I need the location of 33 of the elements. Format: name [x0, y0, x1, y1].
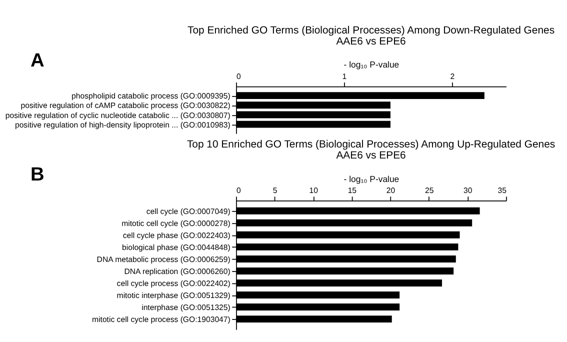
x-tick-label: 25 — [424, 186, 434, 196]
x-tick-label: 15 — [348, 186, 358, 196]
chart-subtitle: AAE6 vs EPE6 — [336, 150, 406, 162]
chart-title: Top Enriched GO Terms (Biological Processes) Among Down-Regulated Genes — [188, 25, 555, 36]
x-tick-label: 0 — [236, 72, 242, 82]
x-axis-title: - log₁₀ P-value — [344, 174, 400, 184]
x-tick-label: 0 — [236, 186, 242, 196]
y-tick-label: phospholipid catabolic process (GO:0009395) — [72, 92, 231, 101]
y-tick-label: DNA metabolic process (GO:0006259) — [96, 255, 231, 264]
y-tick-label: DNA replication (GO:0006260) — [124, 267, 231, 276]
x-tick-label: 10 — [309, 186, 319, 196]
x-tick-label: 35 — [498, 186, 508, 196]
y-tick-label: positive regulation of cyclic nucleotide catabolic ... (GO:0030807) — [5, 110, 231, 120]
text: A — [30, 50, 44, 72]
chart-title: Top 10 Enriched GO Terms (Biological Processes) Among Up-Regulated Genes — [186, 139, 556, 150]
text: B — [30, 164, 44, 186]
chart-subtitle: AAE6 vs EPE6 — [336, 36, 406, 48]
y-tick-label: mitotic cell cycle process (GO:1903047) — [92, 315, 231, 324]
x-tick-label: 5 — [272, 186, 278, 196]
y-tick-label: positive regulation of cAMP catabolic process (GO:0030822) — [20, 101, 231, 110]
x-tick-label: 20 — [386, 186, 396, 196]
x-tick-label: 30 — [464, 186, 473, 196]
y-tick-label: positive regulation of high-density lipoprotein ... (GO:0010983) — [14, 120, 231, 130]
y-tick-label: cell cycle process (GO:0022402) — [116, 279, 231, 288]
y-tick-label: biological phase (GO:0044848) — [122, 242, 231, 252]
y-tick-label: cell cycle phase (GO:0022403) — [122, 230, 231, 240]
y-tick-label: mitotic cell cycle (GO:0000278) — [122, 218, 231, 228]
x-tick-label: 2 — [450, 72, 455, 82]
y-tick-label: interphase (GO:0051325) — [142, 303, 231, 312]
x-axis-title: - log₁₀ P-value — [344, 60, 400, 70]
y-tick-label: mitotic interphase (GO:0051329) — [116, 291, 231, 300]
x-tick-label: 1 — [342, 72, 347, 82]
y-tick-label: cell cycle (GO:0007049) — [146, 206, 231, 216]
